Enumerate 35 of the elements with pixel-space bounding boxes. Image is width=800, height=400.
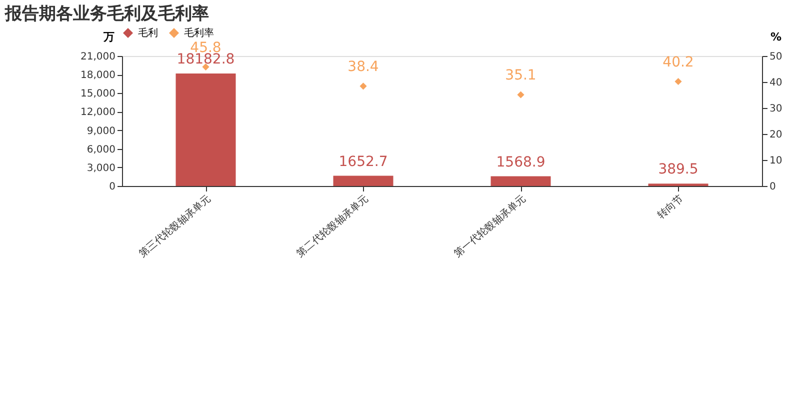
y2-tick-label: 50 <box>770 52 782 62</box>
data-label: 389.5 <box>658 162 698 178</box>
x-tick-label: 第一代轮毂轴承单元 <box>452 192 528 260</box>
point <box>674 78 682 86</box>
y-tick-label: 15,000 <box>80 88 116 100</box>
point <box>517 91 524 98</box>
legend-label: 毛利率 <box>184 27 214 39</box>
y2-tick-label: 20 <box>770 130 782 140</box>
y2-axis-title: % <box>770 30 782 44</box>
bar <box>176 73 236 186</box>
y2-tick-label: 0 <box>770 182 776 192</box>
bar <box>333 176 394 186</box>
data-label: 1652.7 <box>338 154 388 170</box>
y-tick-label: 6,000 <box>86 144 116 156</box>
y-tick-label: 3,000 <box>86 162 116 174</box>
x-tick-label: 第二代轮毂轴承单元 <box>294 192 371 260</box>
y-tick-label: 0 <box>109 182 116 192</box>
y2-tick-label: 30 <box>770 104 782 114</box>
legend-label: 毛利 <box>138 27 158 39</box>
bar <box>490 176 551 186</box>
chart-title: 报告期各业务毛利及毛利率 <box>4 4 210 24</box>
point <box>360 82 367 90</box>
data-label: 40.2 <box>662 54 694 70</box>
data-label: 35.1 <box>505 68 536 84</box>
y-tick-label: 21,000 <box>80 52 116 62</box>
y-tick-label: 9,000 <box>86 126 116 137</box>
y-axis-title: 万 <box>102 30 114 44</box>
x-tick-label: 转向节 <box>655 192 686 222</box>
data-label: 1568.9 <box>496 154 546 170</box>
y-tick-label: 12,000 <box>80 107 116 118</box>
y2-tick-label: 10 <box>770 156 782 166</box>
data-label: 38.4 <box>348 59 379 76</box>
y2-tick-label: 40 <box>770 78 782 88</box>
x-tick-label: 第三代轮毂轴承单元 <box>136 192 214 260</box>
y-tick-label: 18,000 <box>80 70 116 82</box>
